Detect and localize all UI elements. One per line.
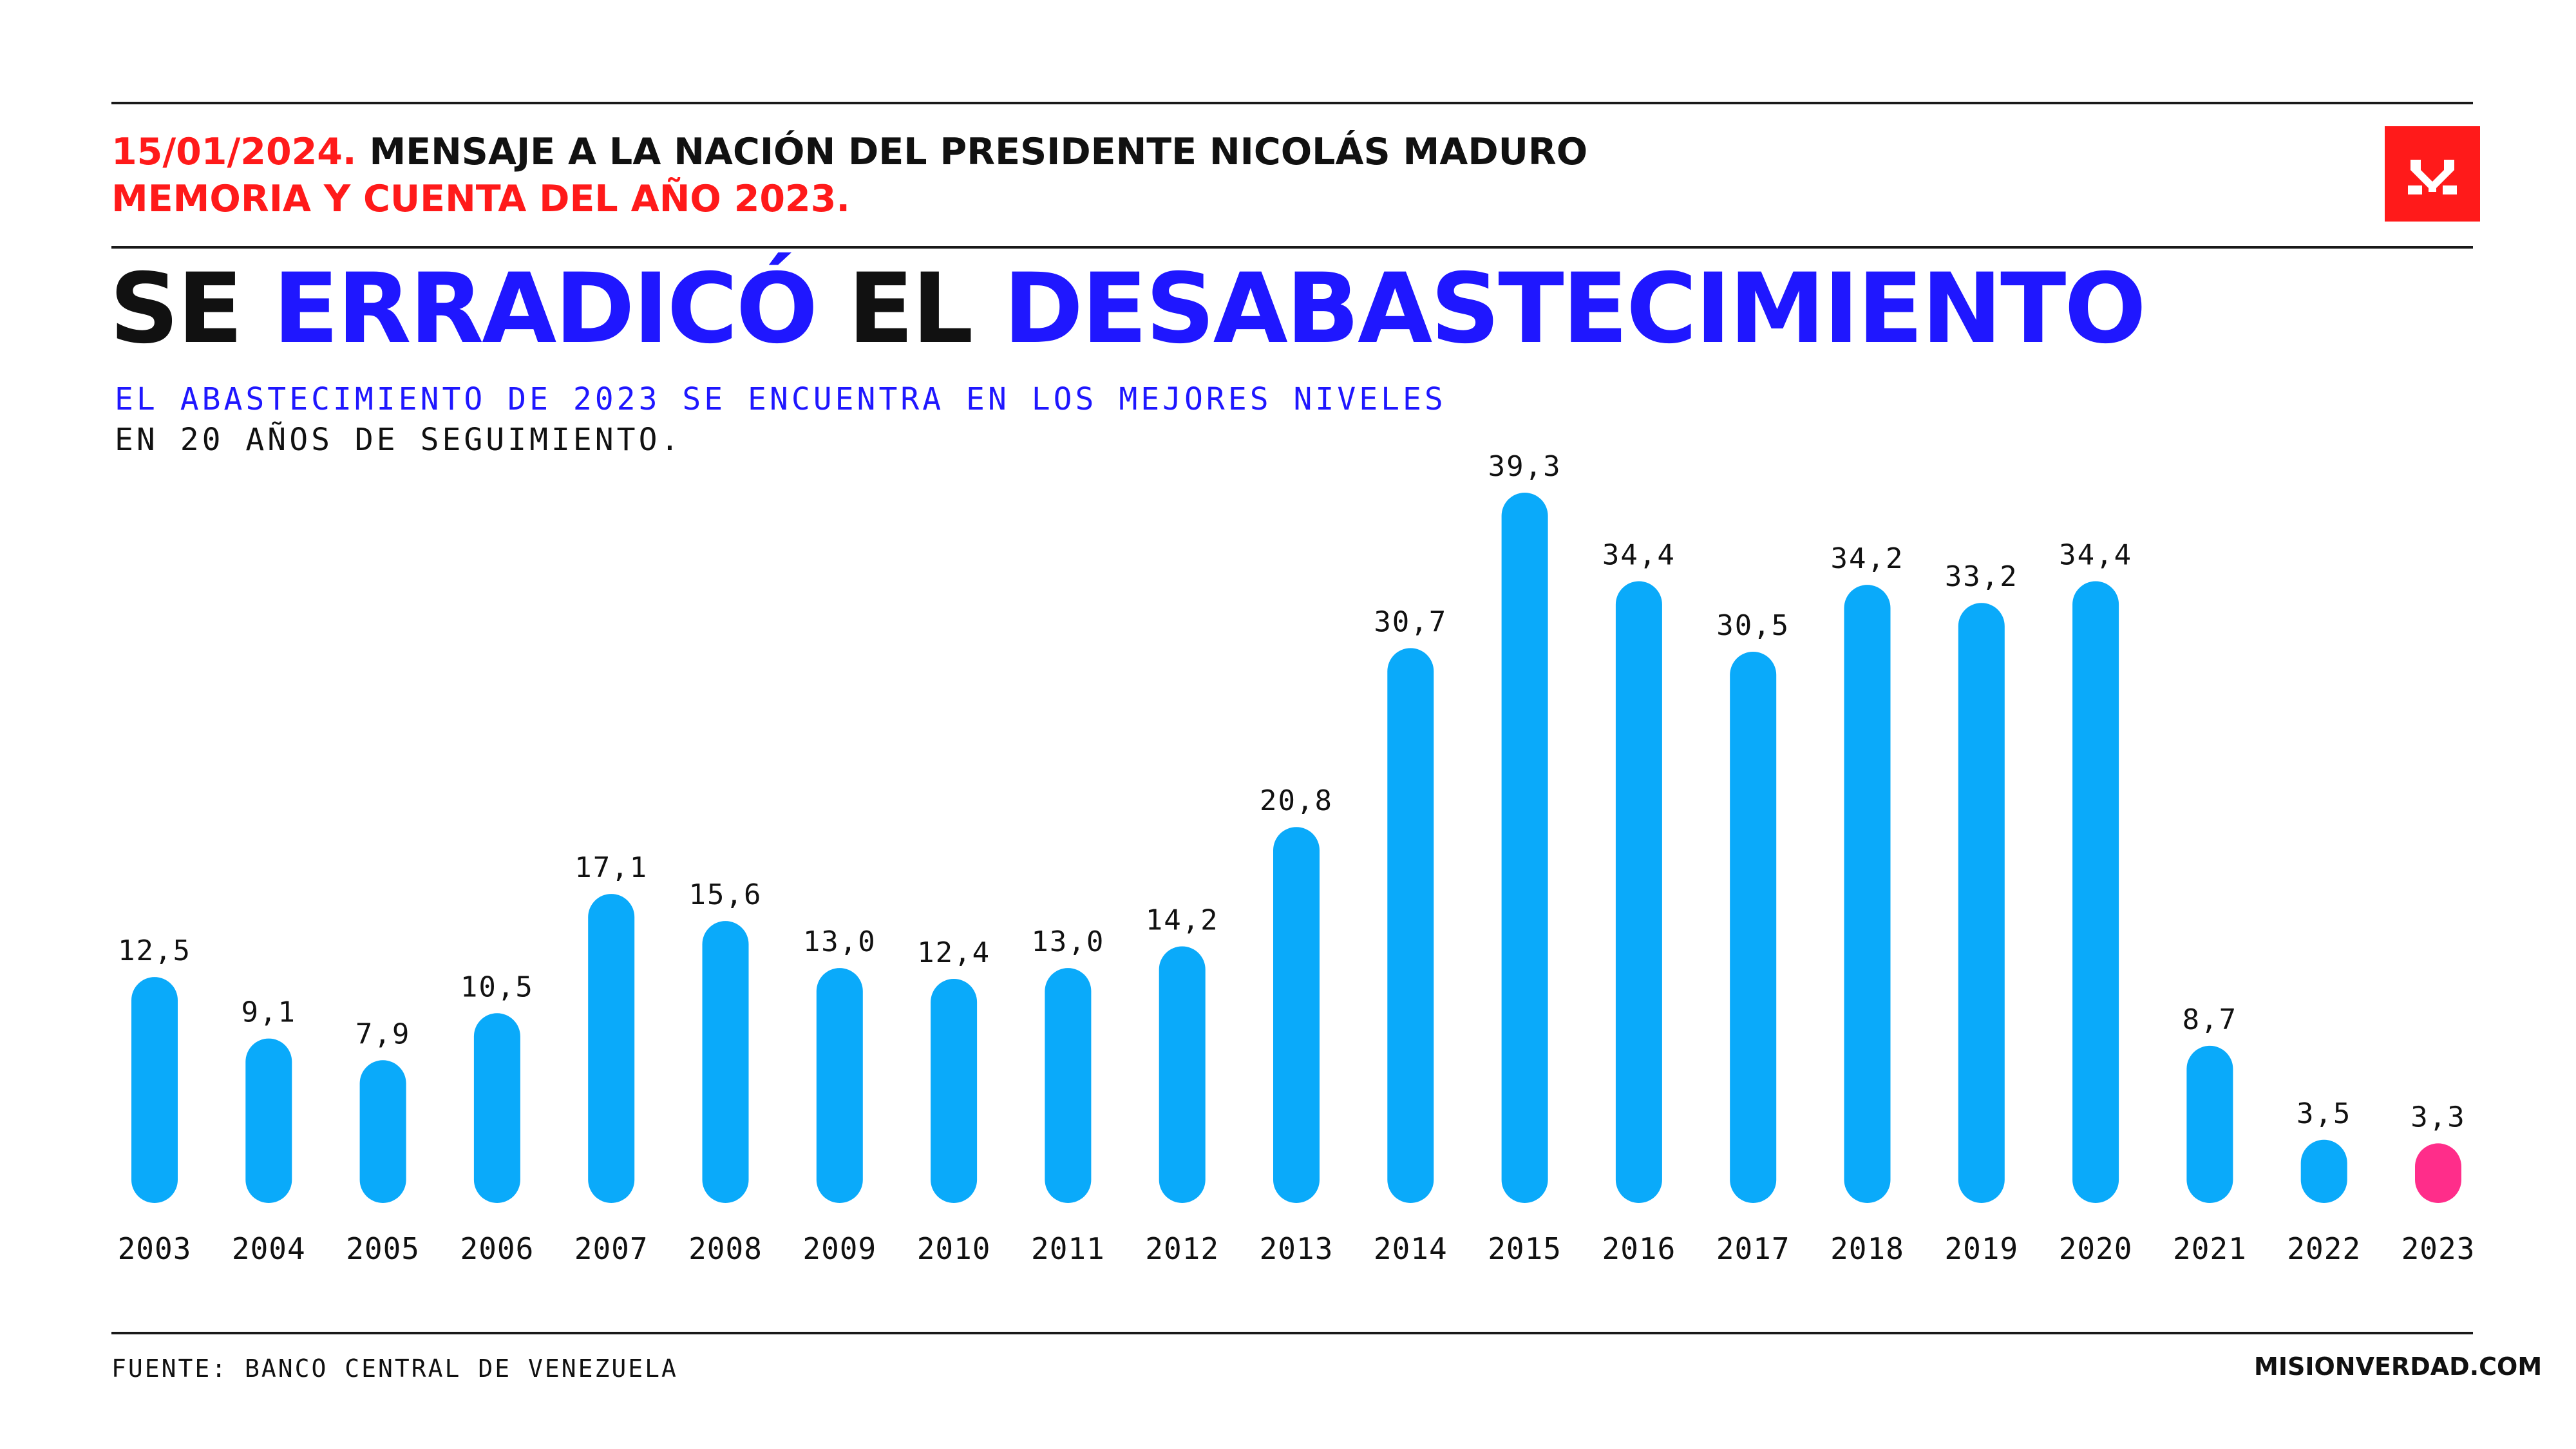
year-label-2006: 2006: [460, 1231, 535, 1266]
bar-2015: [1501, 493, 1548, 1203]
bar-2009: [816, 968, 863, 1203]
bar-2018: [1844, 585, 1891, 1203]
bar-2021: [2186, 1045, 2233, 1203]
header-line-1: 15/01/2024. MENSAJE A LA NACIÓN DEL PRES…: [111, 131, 1587, 173]
title-part-3: EL: [848, 253, 973, 365]
bar-2013: [1273, 827, 1320, 1203]
footer-rule: [111, 1332, 2473, 1334]
value-label-2010: 12,4: [917, 936, 990, 969]
bar-2023: [2415, 1143, 2461, 1203]
value-label-2019: 33,2: [1945, 560, 2018, 593]
page-title: SE ERRADICÓ EL DESABASTECIMIENTO: [109, 261, 2146, 357]
bar-2006: [473, 1013, 520, 1203]
header-event: MENSAJE A LA NACIÓN DEL PRESIDENTE NICOL…: [369, 131, 1588, 173]
year-label-2020: 2020: [2059, 1231, 2133, 1266]
year-label-2016: 2016: [1602, 1231, 1676, 1266]
value-label-2022: 3,5: [2297, 1097, 2351, 1130]
value-label-2023: 3,3: [2410, 1101, 2465, 1133]
misionverdad-logo-icon: [2385, 126, 2480, 222]
bar-2003: [131, 977, 178, 1203]
bar-2016: [1615, 581, 1662, 1203]
title-part-2: ERRADICÓ: [272, 253, 818, 365]
year-label-2011: 2011: [1031, 1231, 1105, 1266]
value-label-2007: 17,1: [574, 851, 648, 884]
bar-2007: [588, 894, 635, 1203]
source-note: FUENTE: BANCO CENTRAL DE VENEZUELA: [111, 1354, 678, 1383]
year-label-2014: 2014: [1374, 1231, 1448, 1266]
bar-2004: [245, 1038, 292, 1203]
header-date: 15/01/2024.: [111, 131, 357, 173]
bar-2005: [359, 1060, 406, 1203]
year-label-2013: 2013: [1260, 1231, 1334, 1266]
bar-2011: [1045, 968, 1092, 1203]
value-label-2003: 12,5: [118, 934, 191, 967]
title-part-4: DESABASTECIMIENTO: [1003, 253, 2146, 365]
year-label-2017: 2017: [1716, 1231, 1790, 1266]
year-label-2008: 2008: [688, 1231, 762, 1266]
bar-2019: [1958, 603, 2005, 1203]
top-rule: [111, 102, 2473, 104]
value-label-2020: 34,4: [2059, 539, 2132, 572]
value-label-2011: 13,0: [1031, 925, 1104, 958]
year-label-2009: 2009: [802, 1231, 876, 1266]
year-label-2012: 2012: [1145, 1231, 1219, 1266]
value-label-2017: 30,5: [1716, 609, 1790, 642]
year-label-2023: 2023: [2401, 1231, 2476, 1266]
year-label-2005: 2005: [346, 1231, 420, 1266]
header-line-2: MEMORIA Y CUENTA DEL AÑO 2023.: [111, 178, 851, 220]
value-label-2004: 9,1: [242, 996, 296, 1029]
subtitle-line-2: EN 20 AÑOS DE SEGUIMIENTO.: [115, 422, 683, 458]
value-label-2013: 20,8: [1260, 784, 1333, 817]
bar-2020: [2072, 581, 2119, 1203]
bar-2008: [702, 921, 749, 1203]
value-label-2012: 14,2: [1146, 904, 1219, 936]
year-label-2018: 2018: [1830, 1231, 1904, 1266]
value-label-2021: 8,7: [2183, 1003, 2237, 1036]
bar-2014: [1387, 648, 1434, 1203]
value-label-2014: 30,7: [1374, 605, 1447, 638]
value-label-2015: 39,3: [1488, 450, 1562, 483]
year-label-2003: 2003: [118, 1231, 192, 1266]
value-label-2008: 15,6: [689, 878, 762, 911]
value-label-2016: 34,4: [1602, 539, 1676, 572]
bar-2012: [1159, 946, 1206, 1203]
value-label-2018: 34,2: [1831, 542, 1904, 575]
year-label-2019: 2019: [1944, 1231, 2018, 1266]
bar-2022: [2300, 1139, 2347, 1203]
bar-2010: [931, 978, 978, 1203]
year-label-2004: 2004: [232, 1231, 306, 1266]
bar-2017: [1730, 651, 1777, 1203]
bar-chart: 12,5 2003 9,1 2004 7,9 2005 10,5 2006 17,1 2007 15…: [118, 450, 2476, 1266]
year-label-2021: 2021: [2173, 1231, 2247, 1266]
header-rule: [111, 246, 2473, 249]
year-label-2010: 2010: [917, 1231, 991, 1266]
subtitle-line-1: EL ABASTECIMIENTO DE 2023 SE ENCUENTRA E…: [115, 381, 1446, 417]
value-label-2005: 7,9: [355, 1018, 410, 1050]
value-label-2009: 13,0: [803, 925, 876, 958]
year-label-2007: 2007: [574, 1231, 649, 1266]
year-label-2022: 2022: [2287, 1231, 2361, 1266]
site-name: MISIONVERDAD.COM: [2254, 1352, 2543, 1381]
value-label-2006: 10,5: [460, 971, 534, 1003]
year-label-2015: 2015: [1488, 1231, 1562, 1266]
title-part-1: SE: [109, 253, 243, 365]
